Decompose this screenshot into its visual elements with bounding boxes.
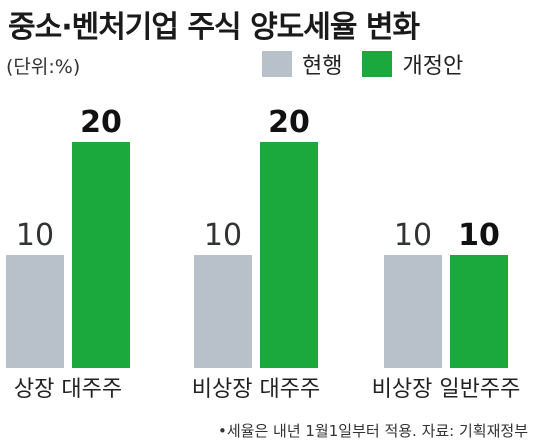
data-label-proposed-2: 10 (458, 218, 500, 253)
legend-swatch-current (262, 51, 292, 77)
bar-proposed-2 (450, 255, 508, 368)
legend: 현행 개정안 (262, 48, 483, 80)
legend-label-current: 현행 (302, 54, 343, 79)
category-label-2: 비상장 일반주주 (372, 377, 521, 402)
footnote: •세율은 내년 1월1일부터 적용. 자료: 기획재정부 (218, 422, 528, 440)
chart-title: 중소·벤처기업 주식 양도세율 변화 (8, 10, 420, 45)
legend-item-current: 현행 (262, 48, 342, 80)
legend-swatch-proposed (362, 51, 393, 77)
bar-current-1 (194, 255, 252, 368)
data-label-proposed-1: 20 (268, 105, 310, 140)
category-label-1: 비상장 대주주 (192, 377, 320, 402)
bar-proposed-1 (260, 142, 318, 368)
category-label-0: 상장 대주주 (14, 377, 122, 402)
bar-proposed-0 (72, 142, 130, 368)
data-label-proposed-0: 20 (80, 105, 122, 140)
data-label-current-2: 10 (394, 218, 432, 253)
data-label-current-0: 10 (16, 218, 54, 253)
unit-label: (단위:%) (6, 56, 81, 78)
legend-label-proposed: 개정안 (402, 54, 464, 79)
bar-current-2 (384, 255, 442, 368)
bar-current-0 (6, 255, 64, 368)
data-label-current-1: 10 (204, 218, 242, 253)
legend-item-proposed: 개정안 (362, 48, 463, 80)
